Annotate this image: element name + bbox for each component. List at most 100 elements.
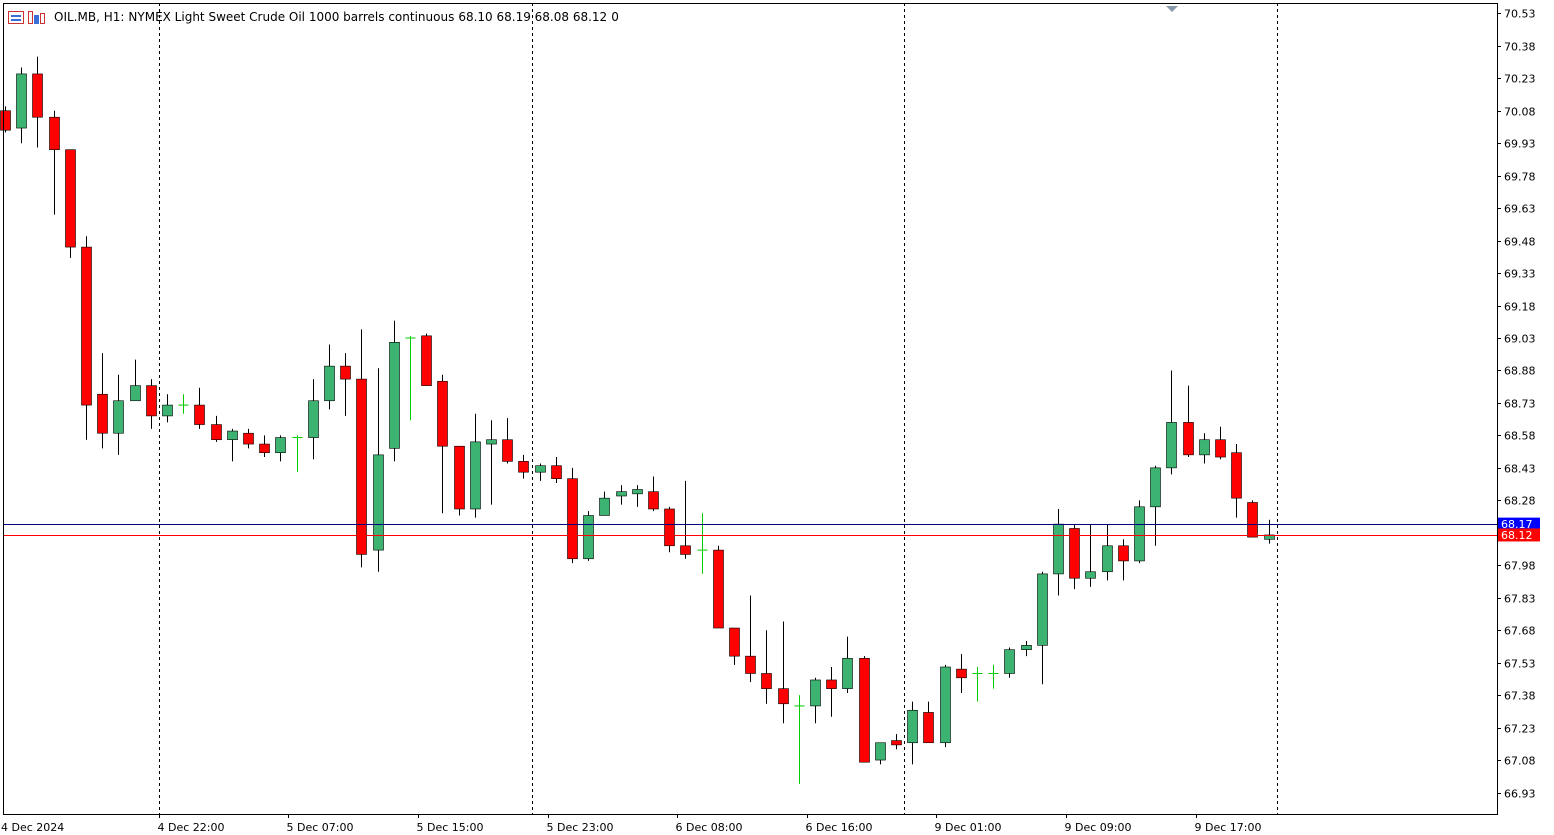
- day-separator-lines: [159, 3, 1278, 814]
- candle-body: [1150, 467, 1161, 508]
- bid-price-label: 68.17: [1501, 518, 1533, 531]
- candle-body: [842, 658, 853, 689]
- time-tick-label: 5 Dec 15:00: [417, 821, 484, 834]
- candle: [697, 513, 708, 574]
- candle: [761, 630, 772, 704]
- candle-body: [664, 508, 675, 547]
- candle: [470, 413, 481, 518]
- candle-body: [49, 116, 60, 150]
- candle: [1118, 539, 1129, 581]
- candle: [97, 353, 108, 449]
- candle: [648, 476, 659, 512]
- candle-body: [891, 740, 902, 746]
- candle: [194, 387, 205, 429]
- candle: [146, 379, 157, 429]
- plot-border: [3, 3, 1498, 815]
- time-tick-label: 9 Dec 01:00: [935, 821, 1002, 834]
- candle: [875, 742, 886, 765]
- candle-body: [0, 110, 11, 131]
- price-lines: [3, 524, 1497, 536]
- candle: [1037, 571, 1048, 685]
- candle-body: [97, 393, 108, 434]
- candle: [437, 374, 448, 514]
- candle: [0, 106, 11, 133]
- candle-body: [356, 378, 367, 555]
- candle: [211, 415, 222, 442]
- candle-body: [1069, 528, 1080, 579]
- candle-body: [583, 515, 594, 560]
- chart-shift-marker-icon[interactable]: [1166, 6, 1178, 12]
- candle-body: [259, 443, 270, 454]
- price-axis[interactable]: 70.53 70.38 70.23 70.08 69.93 69.78 69.63 69.48…: [1497, 8, 1540, 801]
- candle: [1085, 524, 1096, 587]
- candle: [680, 480, 691, 559]
- candle-body: [1247, 502, 1258, 538]
- candle-body: [211, 424, 222, 441]
- symbol-description: NYMEX Light Sweet Crude Oil 1000 barrels…: [128, 10, 455, 24]
- candle-body: [389, 342, 400, 449]
- candle: [518, 454, 529, 479]
- candle: [988, 664, 999, 689]
- candle: [956, 653, 967, 693]
- candle: [745, 595, 756, 683]
- candle: [1264, 519, 1275, 544]
- candle: [292, 435, 303, 473]
- candle: [502, 418, 513, 464]
- candle-body: [599, 497, 610, 516]
- candle-body: [470, 441, 481, 510]
- price-tick-label: 67.23: [1504, 723, 1536, 736]
- candle: [1004, 647, 1015, 678]
- candle: [599, 491, 610, 516]
- candle: [356, 329, 367, 568]
- candle-body: [1166, 422, 1177, 469]
- candle-body: [1118, 545, 1129, 562]
- candle: [1231, 444, 1242, 518]
- candle: [567, 467, 578, 564]
- price-tick-label: 67.68: [1504, 625, 1536, 638]
- price-tick-label: 68.88: [1504, 365, 1536, 378]
- candle: [389, 320, 400, 462]
- time-tick-label: 5 Dec 23:00: [547, 821, 614, 834]
- candle-body: [421, 335, 432, 386]
- ask-price-label-bg: [1498, 528, 1540, 542]
- candles-icon[interactable]: [28, 10, 46, 24]
- candle-body: [535, 465, 546, 473]
- price-tick-label: 67.53: [1504, 658, 1536, 671]
- price-tick-label: 69.33: [1504, 268, 1536, 281]
- candle-body: [616, 491, 627, 497]
- candle: [1247, 500, 1258, 538]
- menu-icon[interactable]: [8, 10, 24, 24]
- candle-body: [113, 400, 124, 434]
- candle: [243, 428, 254, 449]
- candle-body: [1264, 534, 1275, 540]
- candle-body: [567, 478, 578, 560]
- ask-price-label: 68.12: [1501, 529, 1533, 542]
- candle: [1053, 508, 1064, 596]
- candle-body: [65, 149, 76, 248]
- candle: [65, 149, 76, 258]
- candle: [535, 463, 546, 481]
- candle-body: [940, 666, 951, 744]
- time-tick-label: 4 Dec 2024: [1, 821, 64, 834]
- candle: [729, 627, 740, 665]
- candle-body: [162, 404, 173, 417]
- candles: [0, 56, 1275, 784]
- candle: [454, 445, 465, 516]
- chart-frame: [3, 3, 1498, 815]
- candle-body: [1199, 439, 1210, 456]
- candle-body: [1053, 523, 1064, 575]
- candle: [616, 485, 627, 505]
- price-tick-label: 69.18: [1504, 301, 1536, 314]
- candle: [1134, 500, 1145, 564]
- candle-body: [1037, 573, 1048, 646]
- candle: [1166, 370, 1177, 475]
- candle: [551, 457, 562, 484]
- candle-body: [146, 385, 157, 417]
- candle-body: [956, 668, 967, 679]
- time-axis[interactable]: 4 Dec 2024 4 Dec 22:00 5 Dec 07:00 5 Dec 15…: [0, 814, 1261, 834]
- candle: [1215, 426, 1226, 460]
- candle: [1102, 524, 1113, 581]
- candle: [373, 368, 384, 572]
